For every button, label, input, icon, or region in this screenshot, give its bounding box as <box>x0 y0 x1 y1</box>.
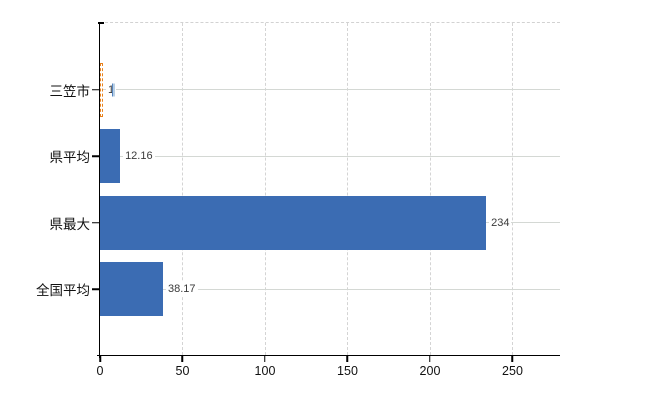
category-gridline <box>100 89 560 91</box>
vertical-gridline <box>182 23 184 355</box>
bar <box>100 129 121 184</box>
x-axis-tick <box>511 356 514 362</box>
value-label: 38.17 <box>165 282 198 297</box>
value-label: 12.16 <box>123 149 155 164</box>
y-axis-tick <box>92 88 100 91</box>
category-gridline <box>100 155 560 157</box>
vertical-gridline <box>264 23 266 355</box>
x-axis-tick <box>346 356 349 362</box>
category-label: 県平均 <box>49 150 91 166</box>
value-label: 234 <box>489 215 512 230</box>
plot-area: 0 50 100 150 200 250 三笠市 1 県平均 12.16 県最大 234 全国平均 38.… <box>36 22 560 378</box>
x-tick-label: 150 <box>337 364 358 378</box>
y-axis-tick <box>92 288 100 291</box>
category-label: 県最大 <box>49 216 91 232</box>
category-label: 三笠市 <box>49 83 91 99</box>
y-axis-line <box>98 23 100 358</box>
x-axis-line <box>97 354 560 356</box>
vertical-gridline <box>429 23 431 355</box>
x-tick-label: 0 <box>96 364 104 378</box>
y-axis-tick <box>92 155 100 157</box>
bar <box>100 262 163 317</box>
value-label: 1 <box>106 82 117 97</box>
x-tick-label: 50 <box>175 364 190 378</box>
bar <box>100 195 487 250</box>
y-axis-tick <box>92 222 100 224</box>
x-axis-tick <box>181 356 184 362</box>
x-axis-tick <box>264 356 266 362</box>
x-tick-label: 100 <box>254 364 276 378</box>
x-axis-tick <box>99 356 101 362</box>
vertical-gridline <box>512 23 514 355</box>
bar-highlighted <box>100 62 103 117</box>
y-axis-end-cap <box>98 22 104 24</box>
x-tick-label: 200 <box>419 364 441 378</box>
x-tick-label: 250 <box>502 364 523 378</box>
category-label: 全国平均 <box>36 283 90 299</box>
x-axis-tick <box>429 356 431 362</box>
category-gridline <box>100 288 560 290</box>
vertical-gridline <box>347 23 349 355</box>
blue-dash-marker <box>112 83 115 97</box>
